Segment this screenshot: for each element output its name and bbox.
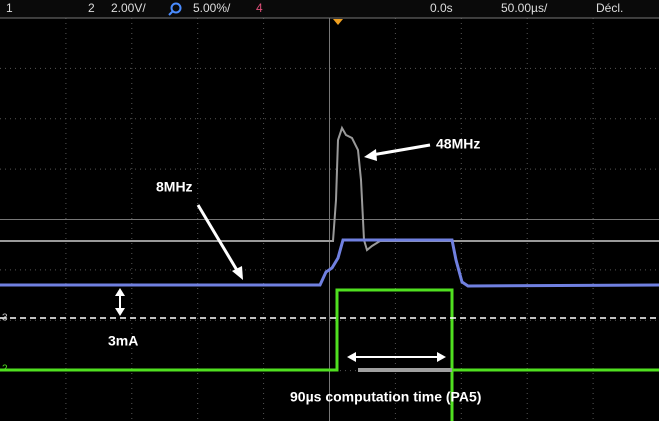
timebase: 50.00µs/ xyxy=(501,1,548,15)
channel2-label: 2 xyxy=(88,1,95,15)
zoom-scale: 5.00%/ xyxy=(193,1,231,15)
channel4-label: 4 xyxy=(256,1,263,15)
trigger-mode: Décl. xyxy=(596,1,623,15)
annotation-computation: 90µs computation time (PA5) xyxy=(290,389,481,405)
zoom-icon-handle xyxy=(168,10,174,16)
green-trace xyxy=(0,288,454,421)
ch2-marker: 2 xyxy=(2,364,8,375)
toolbar xyxy=(0,0,659,18)
annotation-48mhz: 48MHz xyxy=(436,136,480,152)
trigger-marker xyxy=(333,19,343,25)
zoom-icon xyxy=(170,2,182,14)
channel2-scale: 2.00V/ xyxy=(111,1,146,15)
annotation-8mhz: 8MHz xyxy=(156,179,193,195)
annotation-3ma: 3mA xyxy=(108,333,138,349)
ch3-marker: 3 xyxy=(2,313,8,324)
delay: 0.0s xyxy=(430,1,453,15)
blue-trace xyxy=(0,238,659,288)
graticule xyxy=(0,17,659,421)
channel1-label: 1 xyxy=(6,1,13,15)
gray-trace xyxy=(0,125,659,252)
arrows xyxy=(115,143,446,362)
